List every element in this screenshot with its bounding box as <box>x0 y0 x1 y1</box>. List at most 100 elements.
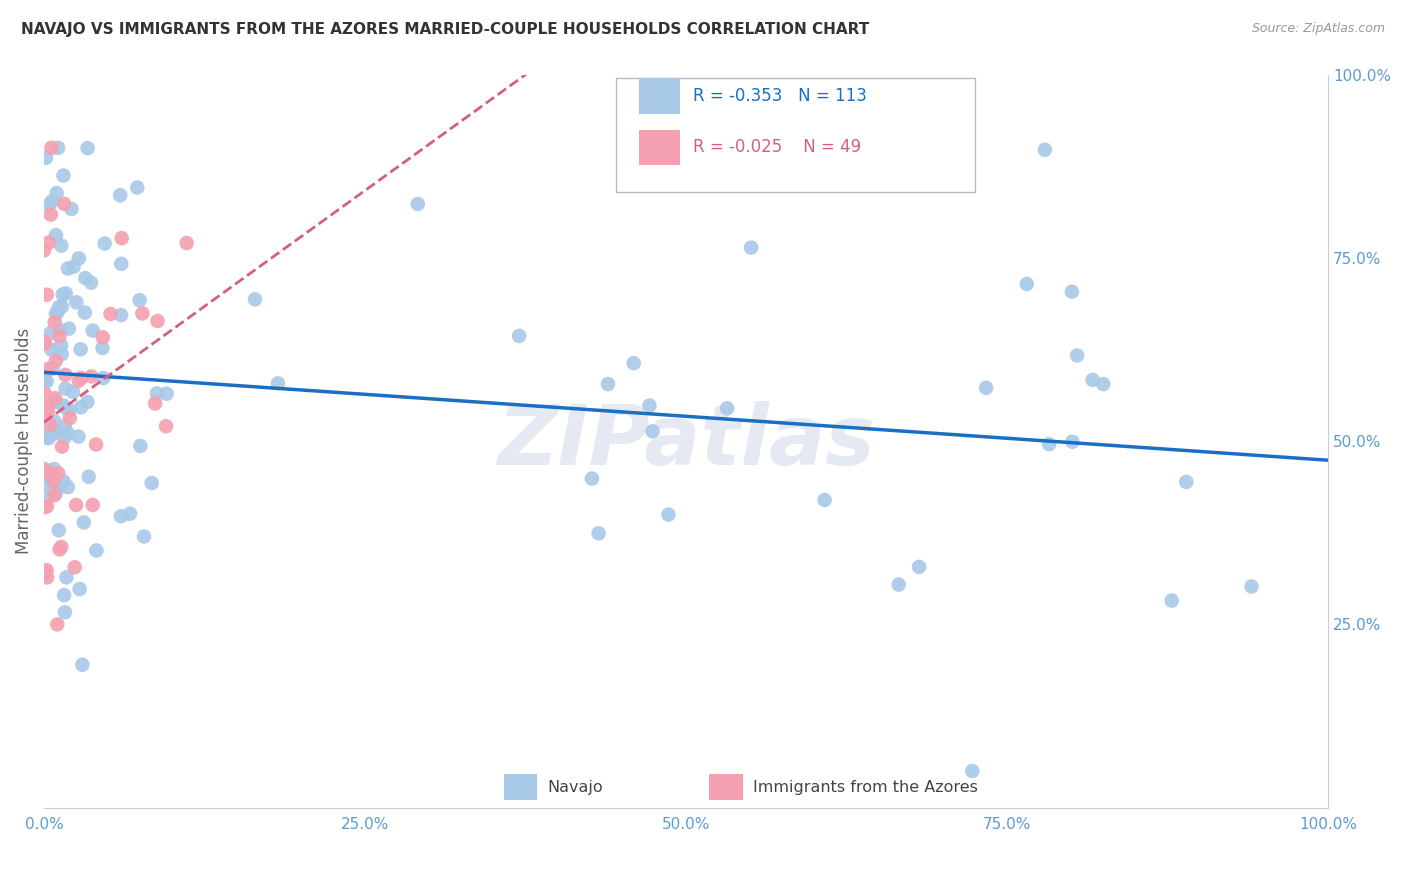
Point <box>110 257 132 271</box>
Point <box>35 490 58 504</box>
Point <box>44 391 66 405</box>
Point <box>131 306 153 320</box>
Point <box>76 394 98 409</box>
Point <box>35 563 58 577</box>
Point <box>37 478 59 492</box>
Point <box>1015 277 1038 291</box>
Point <box>55 286 77 301</box>
Point <box>48 300 70 314</box>
Text: Source: ZipAtlas.com: Source: ZipAtlas.com <box>1251 22 1385 36</box>
Point <box>42 474 65 488</box>
Point <box>44 424 66 438</box>
Point <box>53 431 76 445</box>
Point <box>48 480 70 494</box>
Point <box>588 526 610 541</box>
Point <box>67 429 90 443</box>
Point <box>37 361 59 376</box>
Point <box>91 371 114 385</box>
Point <box>35 430 58 444</box>
Point <box>58 321 80 335</box>
Point <box>596 377 619 392</box>
Point <box>51 540 73 554</box>
Point <box>716 401 738 416</box>
Point <box>70 401 93 415</box>
Point <box>52 169 75 183</box>
Point <box>91 330 114 344</box>
FancyBboxPatch shape <box>638 129 679 165</box>
Point <box>38 466 60 480</box>
Point <box>51 300 73 314</box>
Point <box>48 323 70 337</box>
Text: NAVAJO VS IMMIGRANTS FROM THE AZORES MARRIED-COUPLE HOUSEHOLDS CORRELATION CHART: NAVAJO VS IMMIGRANTS FROM THE AZORES MAR… <box>21 22 869 37</box>
Point <box>1062 434 1084 449</box>
Point <box>80 276 103 290</box>
Point <box>962 764 984 778</box>
Point <box>65 295 87 310</box>
Point <box>53 419 76 434</box>
Point <box>39 417 62 432</box>
Point <box>41 141 63 155</box>
Text: Immigrants from the Azores: Immigrants from the Azores <box>752 780 977 795</box>
Point <box>38 235 60 250</box>
Point <box>508 329 530 343</box>
Point <box>46 467 69 481</box>
FancyBboxPatch shape <box>638 78 679 114</box>
Point <box>887 577 910 591</box>
Point <box>62 384 84 399</box>
Point <box>111 231 134 245</box>
Point <box>110 308 132 322</box>
Point <box>53 588 76 602</box>
Point <box>55 401 77 416</box>
Point <box>44 315 66 329</box>
Point <box>657 508 679 522</box>
Point <box>76 141 98 155</box>
Point <box>67 252 90 266</box>
Point <box>267 376 290 391</box>
Point <box>581 471 603 485</box>
Point <box>110 509 132 524</box>
Point <box>1038 437 1060 451</box>
Point <box>1175 475 1198 489</box>
Point <box>80 369 103 384</box>
Point <box>32 462 55 476</box>
FancyBboxPatch shape <box>616 78 974 192</box>
Point <box>108 188 131 202</box>
Point <box>45 186 67 200</box>
Point <box>623 356 645 370</box>
Point <box>93 236 115 251</box>
Point <box>45 395 67 409</box>
Point <box>740 241 762 255</box>
Point <box>1160 593 1182 607</box>
Point <box>45 354 67 368</box>
Point <box>37 404 59 418</box>
Point <box>53 368 76 382</box>
FancyBboxPatch shape <box>709 774 742 800</box>
Point <box>70 371 93 385</box>
Point <box>35 151 58 165</box>
Point <box>908 560 931 574</box>
Text: ZIPatlas: ZIPatlas <box>498 401 875 482</box>
Point <box>53 605 76 619</box>
FancyBboxPatch shape <box>503 774 537 800</box>
Point <box>44 488 66 502</box>
Point <box>48 329 70 343</box>
Point <box>41 427 63 442</box>
Point <box>63 560 86 574</box>
Point <box>32 500 55 515</box>
Point <box>59 403 82 417</box>
Point <box>73 516 96 530</box>
Point <box>32 374 55 388</box>
Point <box>44 414 66 428</box>
Point <box>1060 285 1083 299</box>
Point <box>34 386 56 401</box>
Text: R = -0.025    N = 49: R = -0.025 N = 49 <box>693 138 860 156</box>
Point <box>46 305 69 319</box>
Point <box>146 386 169 401</box>
Point <box>51 347 73 361</box>
Point <box>243 293 266 307</box>
Point <box>46 141 69 155</box>
Point <box>51 238 73 252</box>
Point <box>406 197 429 211</box>
Point <box>48 523 70 537</box>
Point <box>86 543 108 558</box>
